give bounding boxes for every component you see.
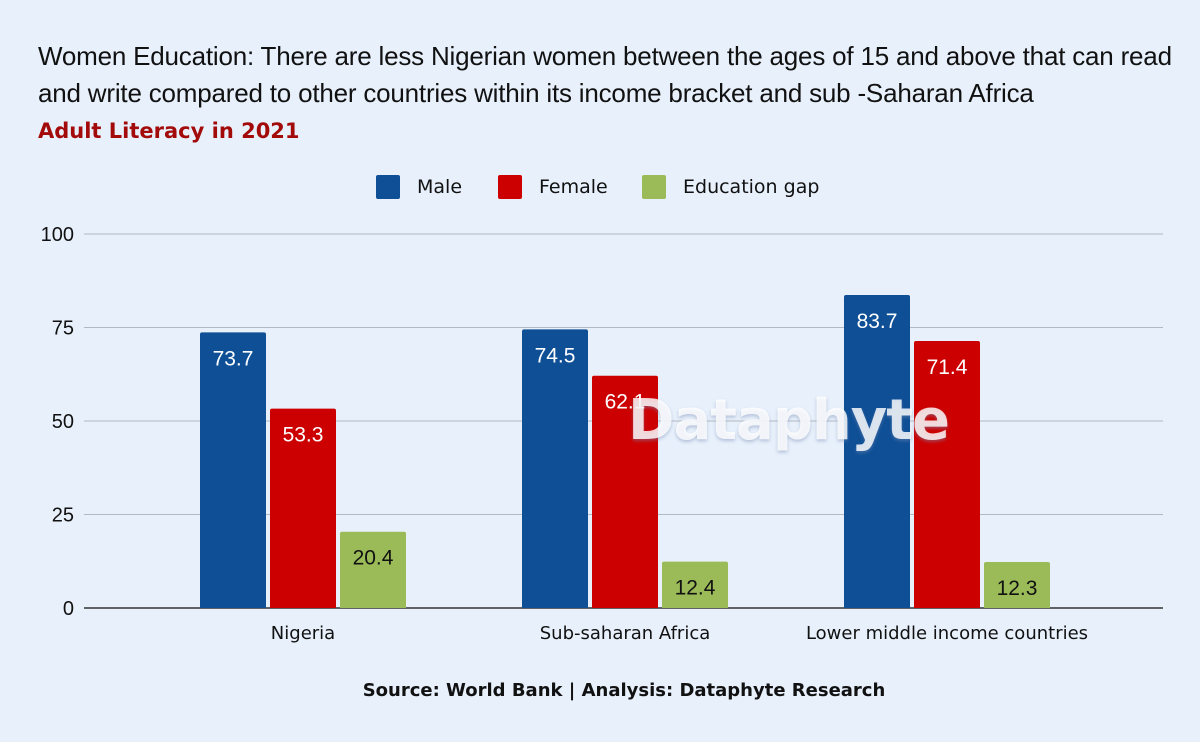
y-tick-label: 0: [63, 598, 74, 620]
legend-swatch-education-gap: [642, 175, 666, 199]
y-tick-label: 50: [52, 411, 74, 433]
bar-education-gap: [662, 561, 728, 608]
data-label: 71.4: [927, 356, 968, 379]
data-label: 12.4: [675, 577, 716, 600]
y-tick-label: 25: [52, 505, 74, 527]
chart-subtitle: Adult Literacy in 2021: [38, 119, 300, 143]
legend-label: Male: [417, 176, 462, 198]
data-label: 73.7: [213, 347, 254, 370]
chart-title: Women Education: There are less Nigerian…: [38, 41, 1172, 108]
data-label: 74.5: [535, 344, 576, 367]
legend-label: Female: [539, 176, 608, 198]
bar-male: [200, 332, 266, 608]
legend-swatch-female: [498, 175, 522, 199]
bar-male: [522, 329, 588, 608]
legend-swatch-male: [376, 175, 400, 199]
bar-female: [270, 408, 336, 608]
source-note: Source: World Bank | Analysis: Dataphyte…: [362, 680, 886, 701]
data-label: 83.7: [857, 310, 898, 333]
x-tick-label: Sub-saharan Africa: [540, 623, 711, 644]
legend-label: Education gap: [683, 176, 819, 198]
y-tick-label: 75: [52, 318, 74, 340]
bar-education-gap: [340, 531, 406, 608]
y-tick-label: 100: [41, 224, 74, 246]
data-label: 62.1: [605, 391, 646, 414]
bar-female: [592, 375, 658, 608]
bar-male: [844, 294, 910, 608]
data-label: 53.3: [283, 424, 324, 447]
data-label: 12.3: [997, 577, 1038, 600]
x-tick-label: Lower middle income countries: [806, 623, 1088, 644]
bar-education-gap: [984, 561, 1050, 608]
bar-female: [914, 340, 980, 608]
x-tick-label: Nigeria: [271, 623, 335, 644]
data-label: 20.4: [353, 547, 394, 570]
